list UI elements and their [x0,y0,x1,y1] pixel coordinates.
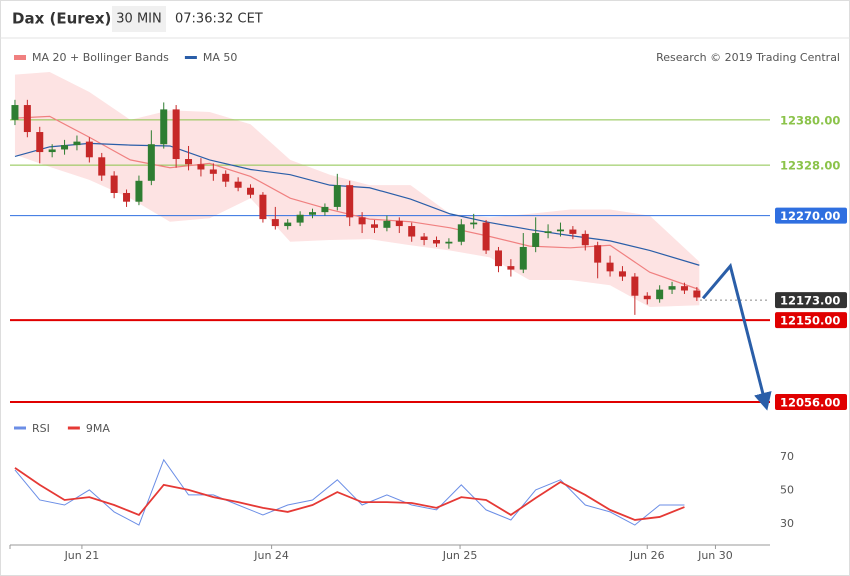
candle-body [457,224,465,242]
candle-body [247,187,255,195]
level-label: 12150.00 [780,314,840,328]
candle-body [445,241,453,244]
candle-body [197,164,205,170]
candle-body [507,266,515,270]
legend-swatch [14,55,26,60]
legend-label: MA 50 [203,51,238,64]
candle-body [321,206,329,213]
candle-body [618,271,626,277]
candle-body [606,262,614,272]
y-tick-label: 70 [780,450,794,463]
level-tag [775,292,847,309]
legend-label: 9MA [86,422,110,435]
candle-body [11,105,19,120]
level-label: 12270.00 [780,209,840,223]
candle-body [383,220,391,228]
candle-body [432,240,440,244]
level-label: 12380.00 [780,113,840,127]
candle-body [494,250,502,267]
instrument-title: Dax (Eurex) [12,10,111,28]
candle-body [147,144,155,181]
level-tag [775,312,847,329]
candle-body [296,214,304,223]
candle-body [371,224,379,228]
candle-body [346,185,354,218]
candle-body [668,286,676,290]
candle-body [333,185,341,207]
candle-body [408,226,416,237]
candle-body [420,236,428,240]
candle-body [693,290,701,298]
x-tick-label: Jun 21 [64,549,100,562]
candle-body [135,180,143,202]
candle-body [358,217,366,225]
candle-body [73,141,81,146]
candle-body [222,173,230,182]
x-tick-label: Jun 25 [442,549,478,562]
indicator-line [14,458,685,526]
level-label: 12328.00 [780,159,840,173]
indicator-line [14,467,685,521]
timeframe-box[interactable] [112,6,166,32]
candle-body [234,181,242,188]
candle-body [259,194,267,220]
legend-label: RSI [32,422,50,435]
candle-body [61,145,69,150]
candle-body [98,157,106,176]
candle-body [271,219,279,227]
candle-body [656,289,664,300]
candle-body [680,286,688,291]
candle-body [36,132,44,153]
candle-body [284,222,292,227]
forecast-arrow [701,262,772,411]
x-tick-label: Jun 30 [697,549,733,562]
candle-body [395,220,403,227]
x-tick-label: Jun 26 [629,549,665,562]
level-label: 12056.00 [780,395,840,409]
candle-body [532,233,540,247]
candle-body [594,245,602,263]
candle-body [85,141,93,158]
candle-body [123,192,131,202]
level-label: 12173.00 [780,294,840,308]
candle-body [643,295,651,300]
timeframe[interactable]: 30 MIN [116,12,161,27]
y-tick-label: 30 [780,517,794,530]
legend-label: MA 20 + Bollinger Bands [32,51,169,64]
candle-body [544,231,552,234]
level-tag [775,207,847,224]
y-tick-label: 50 [780,483,794,496]
candle-body [519,246,527,270]
candle-body [110,175,118,193]
candle-body [581,233,589,246]
candle-body [482,222,490,251]
credit: Research © 2019 Trading Central [656,51,840,64]
candle-body [209,169,217,174]
clock: 07:36:32 CET [175,12,263,27]
candle-body [185,159,193,165]
candle-body [556,229,564,232]
candle-body [470,222,478,225]
candle-body [48,149,56,153]
candle-body [309,212,317,215]
level-tag [775,393,847,410]
candle-body [569,229,577,234]
candle-body [23,105,31,133]
candle-body [160,109,168,145]
x-tick-label: Jun 24 [253,549,289,562]
candle-body [631,276,639,296]
candle-body [172,109,180,160]
bollinger-band [14,71,700,308]
